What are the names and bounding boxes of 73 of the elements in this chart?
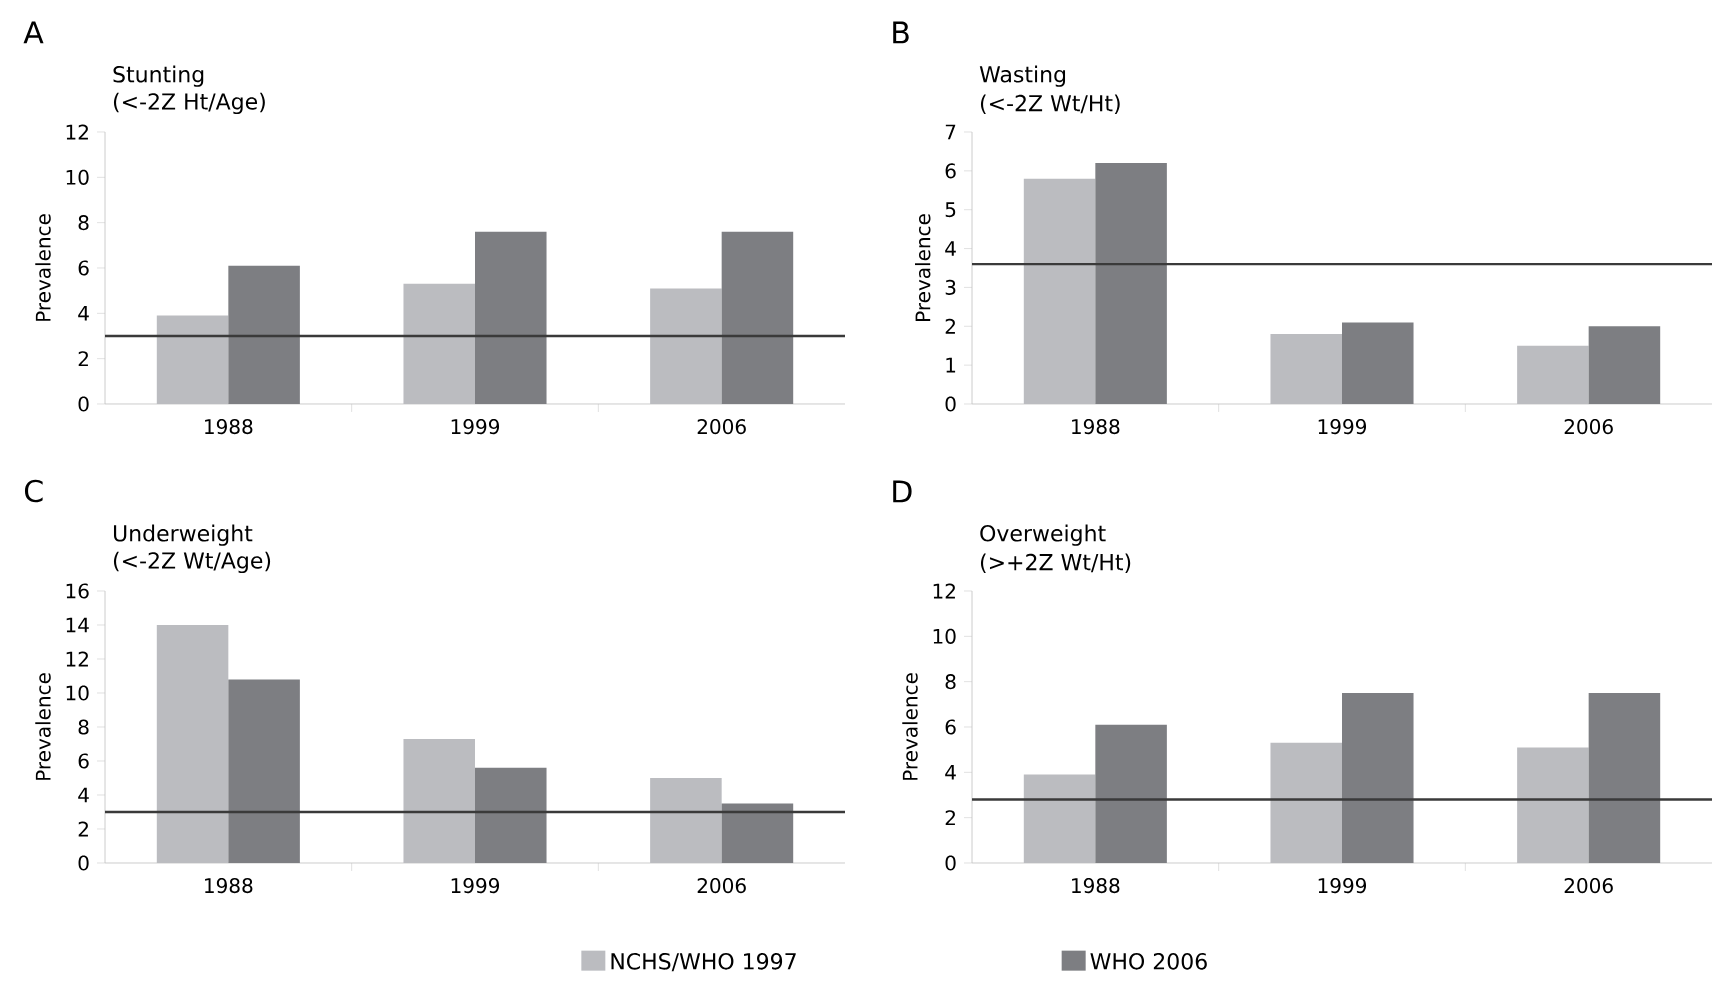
y-axis-title: Prevalence: [902, 673, 918, 780]
y-tick-label: 12: [933, 583, 955, 599]
y-axis-title: Prevalence: [35, 673, 51, 780]
chart-title: A: [23, 21, 44, 44]
y-tick-label: 6: [78, 753, 89, 769]
y-tick-label: 4: [78, 306, 89, 321]
y-tick-label: 5: [945, 202, 956, 218]
y-tick-label: 1: [946, 357, 956, 373]
x-tick-label: 1999: [1318, 419, 1367, 435]
chart-subtitle: Underweight: [113, 524, 253, 546]
y-tick-label: 6: [945, 163, 956, 179]
y-tick-label: 0: [78, 855, 89, 871]
x-tick-label: 1988: [205, 878, 253, 894]
chart-subtitle: Overweight: [980, 524, 1106, 546]
text: (>+2Z Wt/Ht): [980, 553, 1131, 574]
text: (<-2Z Wt/Age): [113, 551, 271, 574]
y-axis-title: Prevalence: [914, 214, 931, 321]
text: (<-2Z Wt/Ht): [980, 94, 1120, 115]
bar: [1095, 724, 1167, 863]
y-tick-label: 2: [78, 821, 88, 837]
bar: [475, 767, 547, 863]
y-tick-label: 2: [945, 318, 955, 334]
bar: [721, 803, 794, 863]
bar: [228, 679, 300, 863]
x-tick-label: 2006: [697, 878, 746, 894]
bar: [1588, 326, 1661, 404]
y-tick-label: 10: [66, 685, 89, 701]
bar: [1342, 692, 1414, 863]
y-tick-label: 8: [945, 674, 956, 690]
y-tick-label: 10: [933, 628, 956, 644]
bar: [1095, 163, 1167, 404]
y-tick-label: 0: [945, 396, 956, 412]
y-tick-label: 16: [66, 583, 89, 599]
y-tick-label: 4: [945, 241, 956, 256]
bar: [475, 231, 547, 404]
y-tick-label: 6: [78, 260, 89, 276]
y-tick-label: 0: [945, 855, 956, 871]
chart-title: B: [893, 21, 909, 44]
text: (<-2Z Ht/Age): [113, 92, 265, 115]
y-tick-label: 4: [78, 787, 89, 803]
y-tick-label: 3: [945, 279, 956, 295]
bar: [721, 231, 794, 404]
x-tick-label: 1999: [1318, 878, 1367, 894]
y-tick-label: 6: [945, 719, 956, 735]
chart-subtitle: Stunting: [113, 65, 204, 87]
x-tick-label: 2006: [1564, 419, 1613, 435]
y-tick-label: 7: [945, 124, 956, 140]
x-tick-label: 1988: [1072, 419, 1120, 435]
y-tick-label: 12: [66, 124, 88, 140]
x-tick-label: 1999: [451, 878, 500, 894]
y-tick-label: 8: [78, 215, 89, 231]
bar: [228, 265, 300, 404]
y-tick-label: 8: [78, 719, 89, 735]
y-tick-label: 12: [66, 651, 88, 667]
legend-label: NCHS/WHO 1997: [611, 953, 796, 972]
x-tick-label: 2006: [1564, 878, 1613, 894]
x-tick-label: 2006: [697, 419, 746, 435]
y-tick-label: 4: [945, 765, 956, 780]
y-tick-label: 0: [78, 396, 89, 412]
x-tick-label: 1999: [451, 419, 500, 435]
y-tick-label: 10: [66, 169, 89, 185]
bar: [1588, 692, 1661, 863]
y-tick-label: 2: [945, 810, 955, 826]
chart-subtitle: Wasting: [979, 65, 1066, 87]
x-tick-label: 1988: [1072, 878, 1120, 894]
bar: [1342, 322, 1414, 404]
y-tick-label: 14: [66, 617, 89, 633]
chart-title: D: [893, 480, 912, 503]
x-tick-label: 1988: [205, 419, 253, 435]
y-axis-title: Prevalence: [35, 214, 51, 321]
legend-label: WHO 2006: [1090, 953, 1207, 970]
chart-title: C: [24, 479, 43, 503]
y-tick-label: 2: [78, 351, 88, 367]
